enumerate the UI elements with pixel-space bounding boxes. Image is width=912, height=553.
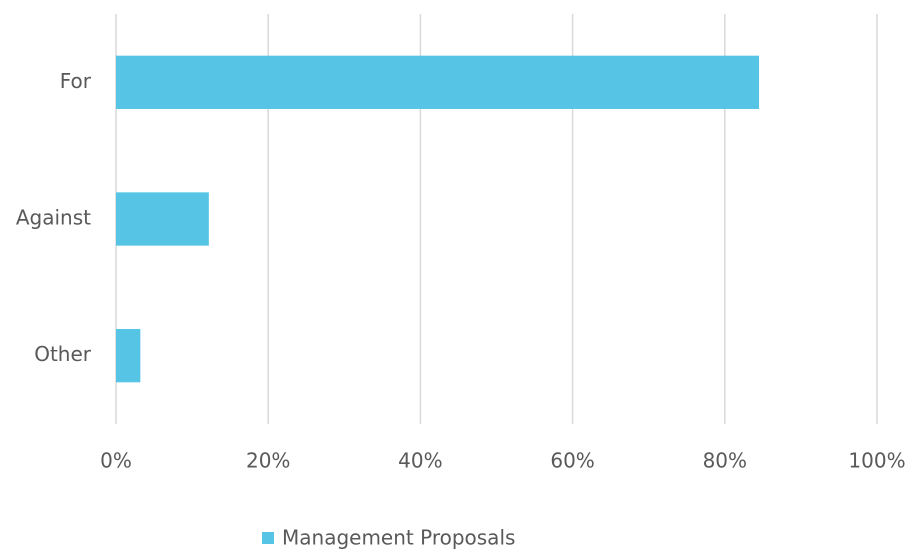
bar [116, 329, 141, 383]
x-tick-label: 20% [246, 449, 290, 473]
x-tick-label: 60% [550, 449, 594, 473]
x-tick-label: 40% [398, 449, 442, 473]
legend-swatch [262, 532, 274, 544]
x-tick-label: 80% [703, 449, 747, 473]
y-tick-label: For [60, 69, 92, 93]
bar [116, 192, 209, 246]
bar [116, 55, 760, 109]
y-tick-label: Against [16, 206, 91, 230]
legend-label: Management Proposals [282, 526, 515, 550]
y-tick-label: Other [34, 342, 92, 366]
x-tick-label: 0% [100, 449, 132, 473]
x-tick-label: 100% [848, 449, 905, 473]
